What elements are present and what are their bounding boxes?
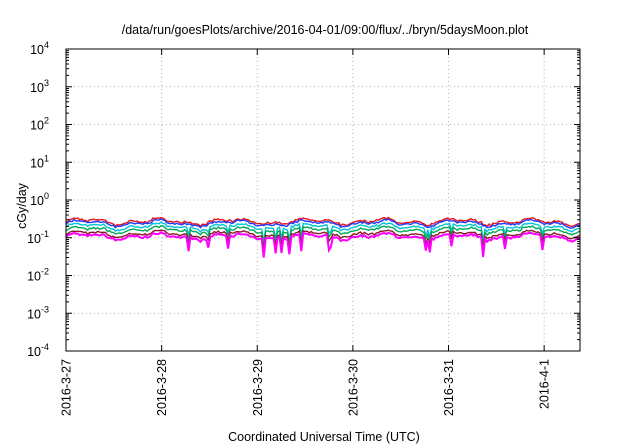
- y-tick-label: 10-3: [27, 304, 49, 321]
- x-tick-label: 2016-3-29: [251, 359, 265, 416]
- series-line: [65, 218, 581, 229]
- x-axis-label: Coordinated Universal Time (UTC): [228, 430, 420, 444]
- chart-title: /data/run/goesPlots/archive/2016-04-01/0…: [122, 23, 529, 37]
- y-tick-label: 100: [30, 191, 49, 208]
- y-tick-label: 103: [30, 78, 49, 95]
- series-line: [65, 216, 581, 228]
- x-tick-label: 2016-3-30: [346, 359, 360, 416]
- y-tick-label: 102: [30, 116, 49, 133]
- x-tick-label: 2016-3-31: [442, 359, 456, 416]
- y-tick-label: 101: [30, 153, 49, 170]
- x-tick-label: 2016-3-27: [60, 359, 74, 416]
- series-line: [65, 230, 581, 258]
- y-tick-label: 10-2: [27, 267, 49, 284]
- series-line: [65, 229, 581, 249]
- x-tick-label: 2016-4-1: [538, 359, 552, 409]
- y-axis-label: cGy/day: [15, 182, 29, 229]
- x-tick-label: 2016-3-28: [155, 359, 169, 416]
- series-line: [65, 221, 581, 242]
- series-line: [65, 225, 581, 246]
- series-group: [65, 216, 581, 258]
- y-tick-label: 10-4: [27, 342, 49, 359]
- y-tick-label: 10-1: [27, 229, 49, 246]
- x-axis: 2016-3-27 2016-3-28 2016-3-29 2016-3-30 2016…: [60, 49, 552, 416]
- y-tick-label: 104: [30, 40, 49, 57]
